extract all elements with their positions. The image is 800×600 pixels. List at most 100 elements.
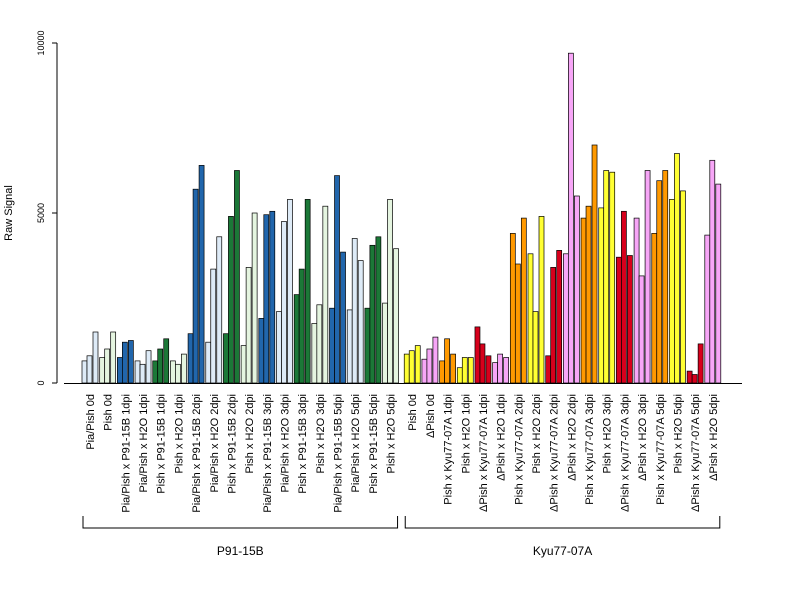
- x-tick-label: Pia/Pish x H2O 3dpi: [279, 394, 291, 492]
- bar: [228, 216, 234, 384]
- bar: [251, 212, 258, 384]
- bar: [585, 205, 592, 384]
- x-tick-label: Pia/Pish x P91-15B 1dpi: [120, 394, 132, 513]
- bar: [223, 333, 229, 384]
- bar: [709, 159, 716, 384]
- bar: [439, 360, 445, 384]
- bar: [316, 304, 323, 384]
- bar: [293, 294, 300, 384]
- x-tick-label: ΔPish x Kyu77-07A 5dpi: [690, 394, 702, 512]
- bar: [157, 348, 164, 384]
- x-tick-label: ΔPish x Kyu77-07A 1dpi: [478, 394, 490, 512]
- bar: [514, 263, 521, 384]
- bar: [281, 221, 287, 384]
- x-tick-label: Pia/Pish x H2O 2dpi: [209, 394, 221, 492]
- bar: [638, 275, 645, 384]
- bar: [609, 171, 616, 384]
- bar: [432, 336, 439, 384]
- bar: [461, 357, 468, 384]
- bar: [467, 357, 474, 384]
- bar: [187, 333, 194, 384]
- bar: [550, 267, 557, 384]
- bar: [99, 357, 106, 384]
- bar: [414, 345, 421, 384]
- bar: [263, 214, 270, 384]
- x-tick-label: Pish x P91-15B 3dpi: [297, 394, 309, 494]
- bar: [656, 180, 663, 384]
- bar: [520, 217, 527, 384]
- bar: [210, 268, 217, 384]
- bar: [616, 256, 622, 384]
- bar: [450, 353, 456, 384]
- bar: [234, 170, 240, 384]
- bar: [598, 207, 605, 384]
- bar: [170, 360, 176, 384]
- x-tick-label: ΔPish x Kyu77-07A 3dpi: [619, 394, 631, 512]
- bar: [334, 175, 340, 384]
- bar: [287, 199, 293, 384]
- bar: [627, 255, 633, 384]
- bars-layer: [81, 52, 722, 384]
- x-tick-label: Pish x Kyu77-07A 3dpi: [584, 394, 596, 505]
- bar: [369, 244, 376, 384]
- bar: [276, 311, 282, 384]
- bar: [403, 353, 410, 384]
- bar: [192, 188, 199, 384]
- bar: [329, 307, 335, 384]
- bar: [245, 267, 252, 384]
- bar: [674, 153, 680, 384]
- bar: [644, 170, 651, 384]
- group-bracket: [404, 516, 721, 529]
- bar: [340, 251, 346, 384]
- bar: [357, 260, 364, 384]
- bar: [444, 338, 450, 384]
- x-tick-label: Pish x H2O 3dpi: [315, 394, 327, 473]
- bar: [198, 165, 205, 384]
- bar: [426, 348, 433, 384]
- bar: [456, 367, 463, 384]
- bar: [621, 210, 627, 384]
- y-tick-label: 0: [36, 380, 46, 385]
- x-tick-label: Pish x H2O 2dpi: [244, 394, 256, 473]
- bar: [603, 170, 610, 384]
- bar: [691, 374, 698, 384]
- bar: [269, 210, 276, 384]
- bar: [680, 190, 686, 384]
- bar: [509, 233, 516, 384]
- bar: [311, 323, 318, 384]
- x-tick-label: ΔPish 0d: [425, 394, 437, 438]
- bar: [393, 248, 399, 384]
- bar: [563, 253, 569, 384]
- x-tick-label: Pish x H2O 5dpi: [672, 394, 684, 473]
- bar: [662, 170, 669, 384]
- bar: [474, 326, 481, 384]
- group-bracket: [82, 516, 399, 529]
- bar: [145, 350, 152, 384]
- bar: [175, 363, 181, 384]
- bar: [479, 343, 486, 384]
- bar: [421, 358, 428, 384]
- bar: [117, 357, 123, 384]
- bar: [503, 357, 509, 384]
- bar: [110, 331, 117, 384]
- bar: [532, 311, 539, 384]
- x-tick-label: ΔPish x H2O 1dpi: [496, 394, 508, 481]
- bar: [128, 340, 134, 384]
- x-tick-label: ΔPish x Kyu77-07A 2dpi: [549, 394, 561, 512]
- bar: [240, 345, 247, 384]
- x-tick-label: ΔPish x H2O 3dpi: [637, 394, 649, 481]
- x-tick-label: Pia/Pish x P91-15B 5dpi: [333, 394, 345, 513]
- bar: [556, 250, 563, 384]
- bar: [580, 217, 587, 384]
- x-tick-label: ΔPish x H2O 5dpi: [708, 394, 720, 481]
- x-tick-label: Pish x H2O 2dpi: [531, 394, 543, 473]
- x-tick-label: Pish x P91-15B 5dpi: [368, 394, 380, 494]
- x-tick-label: ΔPish x H2O 2dpi: [566, 394, 578, 481]
- bar: [408, 350, 415, 384]
- bar: [104, 348, 111, 384]
- bar: [322, 205, 329, 384]
- bar: [715, 183, 722, 384]
- bar: [492, 362, 498, 384]
- bar: [134, 360, 141, 384]
